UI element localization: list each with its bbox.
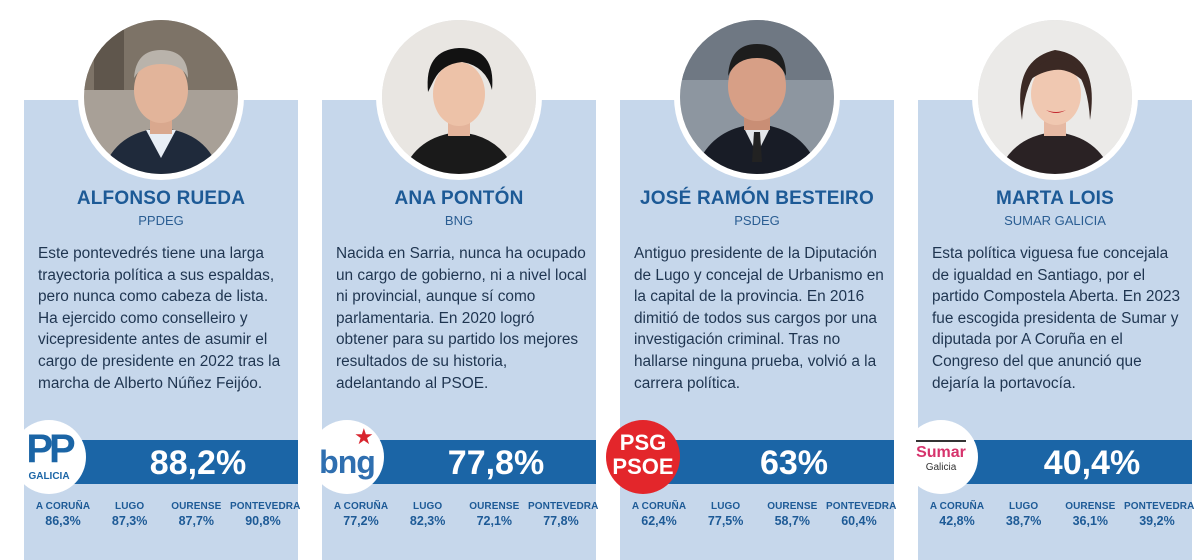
total-percent: 63% bbox=[759, 444, 829, 482]
candidate-bio: Antiguo presidente de la Diputación de L… bbox=[634, 245, 884, 392]
candidate-photo bbox=[78, 14, 244, 180]
province-item: OURENSE 72,1% bbox=[469, 501, 520, 528]
candidate-card-ponton: ANA PONTÓN BNG Nacida en Sarria, nunca h… bbox=[310, 0, 599, 560]
candidate-name: MARTA LOIS bbox=[995, 188, 1115, 209]
candidate-party: PPDEG bbox=[138, 213, 184, 228]
province-item: OURENSE 58,7% bbox=[767, 501, 818, 528]
pp-galicia-logo: PP GALICIA bbox=[12, 420, 86, 494]
candidate-name: JOSÉ RAMÓN BESTEIRO bbox=[640, 188, 874, 209]
candidate-party: SUMAR GALICIA bbox=[1004, 213, 1106, 228]
candidate-bio: Este pontevedrés tiene una larga trayect… bbox=[38, 245, 281, 392]
province-results: A CORUÑA 86,3% LUGO 87,3% OURENSE 87,7% PON… bbox=[30, 501, 301, 528]
province-item: A CORUÑA 62,4% bbox=[631, 501, 687, 528]
province-results: A CORUÑA 42,8% LUGO 38,7% OURENSE 36,1% PON… bbox=[924, 501, 1195, 528]
province-item: OURENSE 36,1% bbox=[1065, 501, 1116, 528]
bng-logo: bng ★ bbox=[310, 420, 384, 494]
province-item: PONTEVEDRA 39,2% bbox=[1123, 501, 1195, 528]
province-item: PONTEVEDRA 90,8% bbox=[229, 501, 301, 528]
candidate-party: PSDEG bbox=[734, 213, 780, 228]
province-results: A CORUÑA 62,4% LUGO 77,5% OURENSE 58,7% PON… bbox=[626, 501, 897, 528]
province-results: A CORUÑA 77,2% LUGO 82,3% OURENSE 72,1% PON… bbox=[328, 501, 599, 528]
province-item: OURENSE 87,7% bbox=[171, 501, 222, 528]
psg-psoe-logo: PSG PSOE bbox=[606, 420, 680, 494]
province-item: LUGO 77,5% bbox=[707, 501, 744, 528]
sumar-galicia-logo: Sumar Galicia bbox=[904, 420, 978, 494]
candidate-photo bbox=[376, 14, 542, 180]
candidate-name: ALFONSO RUEDA bbox=[76, 188, 246, 209]
province-item: A CORUÑA 86,3% bbox=[35, 501, 91, 528]
province-item: A CORUÑA 77,2% bbox=[333, 501, 389, 528]
candidate-party: BNG bbox=[444, 213, 474, 228]
province-item: PONTEVEDRA 60,4% bbox=[825, 501, 897, 528]
candidate-name: ANA PONTÓN bbox=[394, 188, 524, 209]
candidate-card-lois: MARTA LOIS SUMAR GALICIA Esta política v… bbox=[904, 0, 1195, 560]
candidate-bio: Esta política viguesa fue concejala de i… bbox=[932, 245, 1181, 392]
province-item: LUGO 82,3% bbox=[409, 501, 446, 528]
total-percent: 88,2% bbox=[149, 444, 247, 482]
candidate-photo bbox=[674, 14, 840, 180]
star-icon: ★ bbox=[354, 424, 374, 449]
total-percent: 77,8% bbox=[447, 444, 545, 482]
total-percent: 40,4% bbox=[1043, 444, 1141, 482]
province-item: A CORUÑA 42,8% bbox=[929, 501, 985, 528]
candidate-card-rueda: ALFONSO RUEDA PPDEG Este pontevedrés tie… bbox=[12, 0, 301, 560]
candidate-card-besteiro: JOSÉ RAMÓN BESTEIRO PSDEG Antiguo presid… bbox=[606, 0, 897, 560]
province-item: LUGO 87,3% bbox=[111, 501, 148, 528]
candidate-photo bbox=[972, 14, 1138, 180]
candidate-bio: Nacida en Sarria, nunca ha ocupado un ca… bbox=[336, 245, 587, 392]
province-item: PONTEVEDRA 77,8% bbox=[527, 501, 599, 528]
province-item: LUGO 38,7% bbox=[1005, 501, 1042, 528]
